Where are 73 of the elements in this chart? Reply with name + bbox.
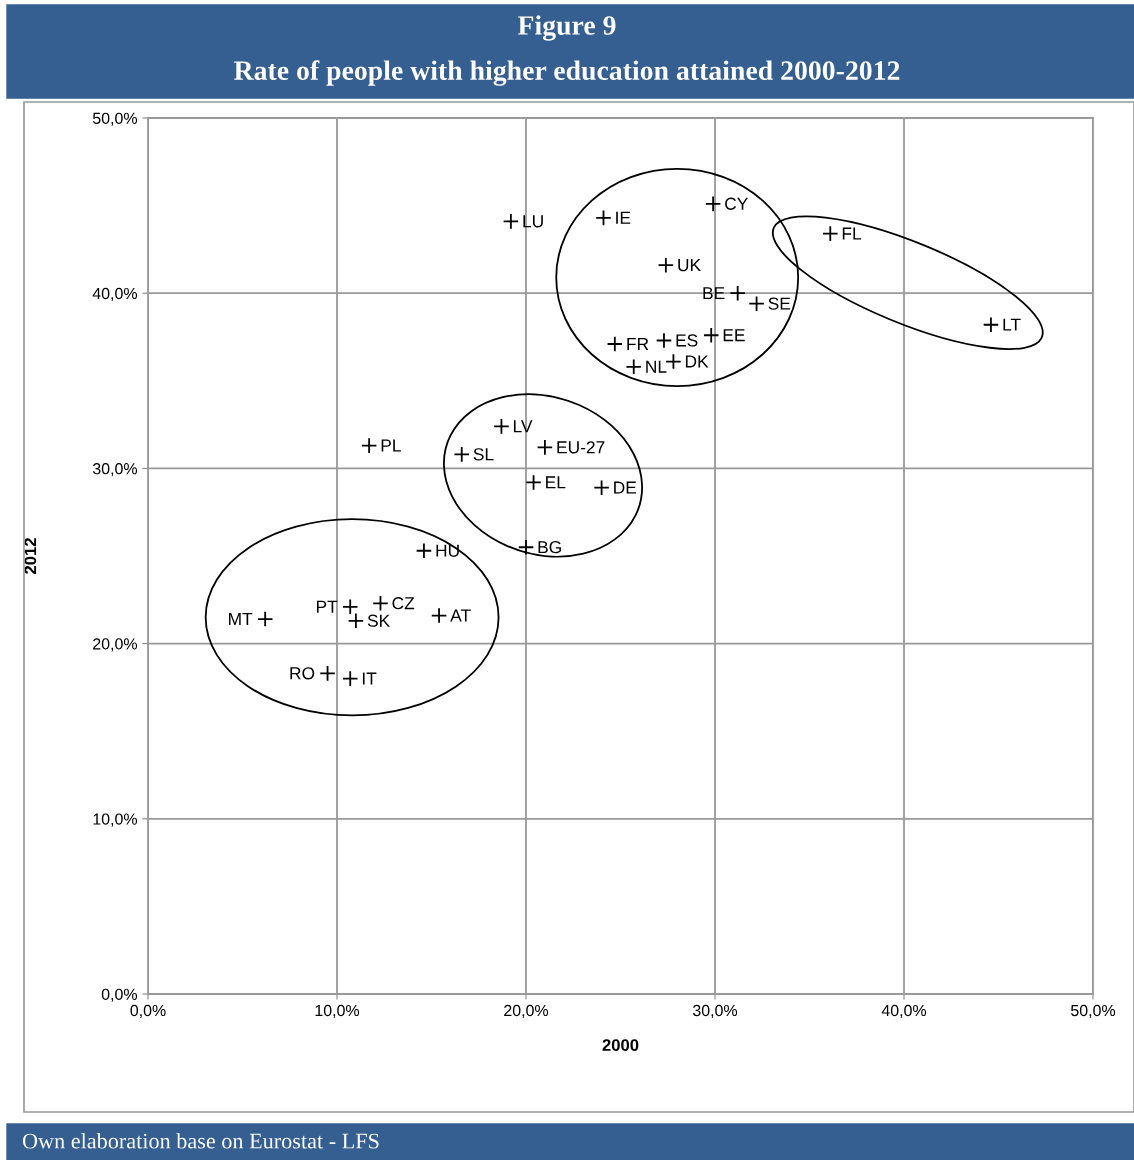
data-label: FR — [627, 337, 649, 350]
point — [256, 610, 274, 628]
text: Own elaboration base on Eurostat - LFS — [22, 1132, 379, 1149]
data-label: EE — [723, 329, 745, 342]
point — [665, 353, 682, 370]
data-label: FL — [842, 227, 862, 240]
point — [704, 195, 722, 213]
data-label: IE — [616, 211, 631, 224]
point — [729, 285, 746, 302]
x-tick-label: 0,0% — [130, 1004, 166, 1019]
data-label: SE — [768, 297, 791, 310]
point — [525, 474, 542, 491]
point — [625, 358, 642, 375]
point — [822, 225, 839, 242]
y-tick-label: 10,0% — [93, 813, 138, 827]
data-label: CY — [725, 197, 748, 210]
y-tick-label: 30,0% — [92, 463, 138, 477]
x-tick-label: 50,0% — [1071, 1004, 1116, 1019]
point — [342, 670, 359, 687]
data-label: CZ — [392, 597, 415, 610]
data-label: SK — [367, 614, 390, 627]
point — [595, 209, 612, 227]
point — [502, 213, 520, 230]
x-axis-title: 2000 — [602, 1039, 639, 1051]
data-label: AT — [450, 609, 471, 622]
x-tick-label: 40,0% — [881, 1004, 927, 1019]
point — [493, 418, 510, 435]
data-label: PT — [316, 600, 338, 613]
point — [593, 479, 610, 496]
point — [360, 437, 378, 454]
data-label: ES — [676, 334, 698, 347]
data-label: UK — [678, 259, 701, 272]
data-label: MT — [229, 613, 253, 625]
x-tick-label: 30,0% — [692, 1004, 738, 1019]
chart-title: Figure 9 — [517, 15, 616, 41]
data-label: PL — [381, 439, 401, 452]
data-label: DK — [685, 355, 709, 368]
data-label: IT — [362, 672, 377, 685]
data-label: BE — [703, 287, 725, 300]
point — [703, 327, 720, 344]
y-axis-title: 2012 — [24, 538, 37, 574]
point — [415, 542, 433, 559]
data-label: BG — [538, 541, 561, 554]
point — [453, 446, 470, 463]
data-label: SL — [473, 448, 494, 461]
data-label: LV — [513, 420, 533, 433]
data-label: LT — [1003, 318, 1021, 331]
point — [319, 665, 336, 682]
data-label: EU-27 — [557, 441, 605, 454]
y-tick-label: 50,0% — [92, 112, 138, 126]
data-label: HU — [436, 544, 459, 557]
point — [517, 539, 535, 556]
x-tick-label: 10,0% — [315, 1004, 360, 1019]
y-tick-label: 20,0% — [93, 638, 138, 652]
data-label: LU — [523, 215, 543, 228]
point — [655, 332, 673, 349]
point — [342, 598, 359, 615]
data-label: NL — [646, 360, 667, 373]
point — [748, 295, 765, 312]
point — [982, 316, 1000, 333]
y-tick-label: 0,0% — [101, 988, 138, 1002]
point — [372, 595, 389, 612]
point — [606, 335, 624, 353]
point — [536, 439, 554, 456]
data-label: DE — [614, 481, 637, 494]
point — [347, 612, 365, 630]
x-tick-label: 20,0% — [504, 1004, 549, 1019]
y-tick-label: 40,0% — [92, 287, 138, 302]
data-label: RO — [290, 667, 315, 680]
data-label: EL — [546, 476, 566, 489]
point — [430, 607, 448, 624]
point — [657, 256, 675, 274]
chart-subtitle: Rate of people with higher education attained 2000-2012 — [234, 60, 900, 86]
